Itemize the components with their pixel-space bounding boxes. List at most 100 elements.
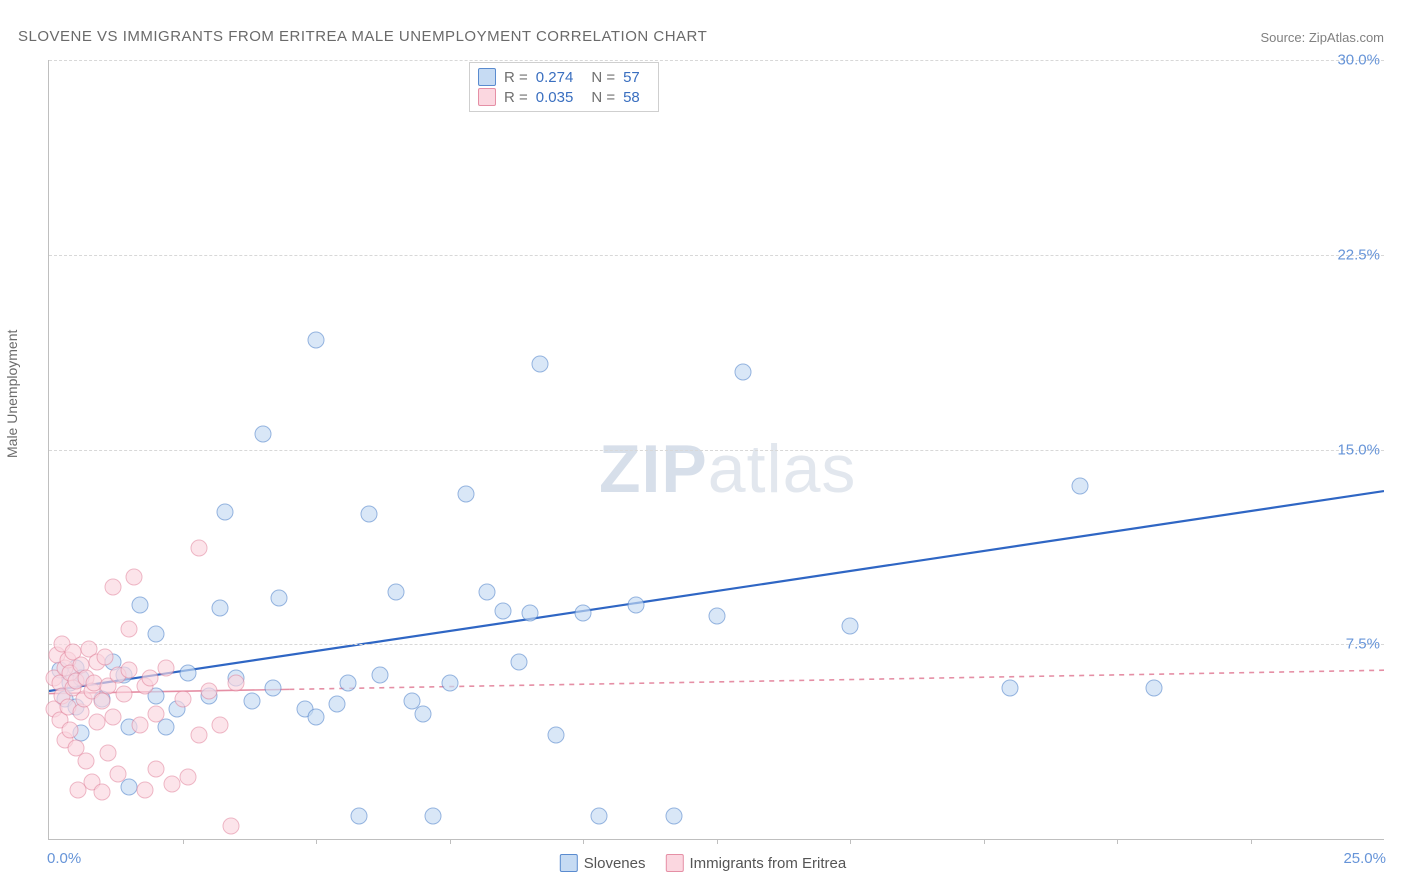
scatter-point (94, 784, 111, 801)
swatch-pink-icon (478, 88, 496, 106)
legend-stats-row: R = 0.035 N = 58 (478, 87, 650, 107)
scatter-point (548, 727, 565, 744)
scatter-point (361, 506, 378, 523)
gridline (49, 644, 1384, 645)
watermark-atlas: atlas (708, 431, 857, 507)
legend-stats-box: R = 0.274 N = 57 R = 0.035 N = 58 (469, 62, 659, 112)
scatter-point (78, 753, 95, 770)
stat-n-value: 57 (623, 69, 640, 86)
scatter-point (227, 675, 244, 692)
scatter-point (131, 597, 148, 614)
swatch-blue-icon (560, 854, 578, 872)
scatter-point (158, 659, 175, 676)
scatter-point (441, 675, 458, 692)
legend-label: Immigrants from Eritrea (690, 855, 847, 872)
plot-area: ZIPatlas R = 0.274 N = 57 R = 0.035 N = … (48, 60, 1384, 840)
y-tick-label: 7.5% (1346, 636, 1380, 653)
scatter-point (270, 589, 287, 606)
scatter-point (372, 667, 389, 684)
stat-n-label: N = (591, 89, 615, 106)
x-tick (583, 839, 584, 844)
stat-r-label: R = (504, 69, 528, 86)
x-tick (1251, 839, 1252, 844)
scatter-point (126, 568, 143, 585)
gridline (49, 255, 1384, 256)
legend-item: Immigrants from Eritrea (666, 854, 847, 872)
scatter-point (110, 766, 127, 783)
stat-n-value: 58 (623, 89, 640, 106)
scatter-point (94, 693, 111, 710)
scatter-point (388, 584, 405, 601)
scatter-point (121, 662, 138, 679)
scatter-point (201, 683, 218, 700)
scatter-point (174, 690, 191, 707)
scatter-point (97, 649, 114, 666)
scatter-point (254, 425, 271, 442)
scatter-point (105, 708, 122, 725)
x-axis-min-label: 0.0% (47, 850, 81, 867)
swatch-pink-icon (666, 854, 684, 872)
scatter-point (510, 654, 527, 671)
scatter-point (521, 605, 538, 622)
scatter-point (1071, 477, 1088, 494)
scatter-point (665, 807, 682, 824)
scatter-point (137, 781, 154, 798)
scatter-point (121, 620, 138, 637)
scatter-point (628, 597, 645, 614)
scatter-point (575, 605, 592, 622)
scatter-point (190, 540, 207, 557)
x-tick (717, 839, 718, 844)
scatter-point (190, 727, 207, 744)
gridline (49, 60, 1384, 61)
scatter-point (735, 363, 752, 380)
scatter-point (89, 714, 106, 731)
scatter-point (179, 664, 196, 681)
swatch-blue-icon (478, 68, 496, 86)
scatter-point (340, 675, 357, 692)
gridline (49, 450, 1384, 451)
x-tick (984, 839, 985, 844)
scatter-point (163, 776, 180, 793)
x-tick (316, 839, 317, 844)
scatter-point (99, 745, 116, 762)
legend-stats-row: R = 0.274 N = 57 (478, 67, 650, 87)
stat-n-label: N = (591, 69, 615, 86)
scatter-point (591, 807, 608, 824)
scatter-point (414, 706, 431, 723)
x-tick (450, 839, 451, 844)
scatter-point (1002, 680, 1019, 697)
scatter-point (494, 602, 511, 619)
y-tick-label: 22.5% (1337, 246, 1380, 263)
scatter-point (179, 768, 196, 785)
stat-r-value: 0.035 (536, 89, 574, 106)
chart-container: SLOVENE VS IMMIGRANTS FROM ERITREA MALE … (0, 0, 1406, 892)
scatter-point (308, 708, 325, 725)
legend-item: Slovenes (560, 854, 646, 872)
scatter-point (478, 584, 495, 601)
scatter-point (425, 807, 442, 824)
watermark: ZIPatlas (599, 430, 856, 508)
y-axis-label: Male Unemployment (4, 330, 20, 458)
scatter-point (308, 332, 325, 349)
scatter-point (142, 670, 159, 687)
x-tick (850, 839, 851, 844)
source-label: Source: ZipAtlas.com (1260, 30, 1384, 45)
stat-r-value: 0.274 (536, 69, 574, 86)
x-axis-max-label: 25.0% (1343, 850, 1386, 867)
scatter-point (115, 685, 132, 702)
scatter-point (211, 599, 228, 616)
scatter-point (243, 693, 260, 710)
scatter-point (147, 760, 164, 777)
scatter-point (457, 485, 474, 502)
scatter-point (211, 716, 228, 733)
x-tick (1117, 839, 1118, 844)
watermark-zip: ZIP (599, 431, 708, 507)
scatter-point (842, 618, 859, 635)
x-tick (183, 839, 184, 844)
chart-title: SLOVENE VS IMMIGRANTS FROM ERITREA MALE … (18, 28, 707, 45)
scatter-point (329, 695, 346, 712)
scatter-point (147, 625, 164, 642)
stat-r-label: R = (504, 89, 528, 106)
scatter-point (217, 503, 234, 520)
scatter-point (708, 607, 725, 624)
